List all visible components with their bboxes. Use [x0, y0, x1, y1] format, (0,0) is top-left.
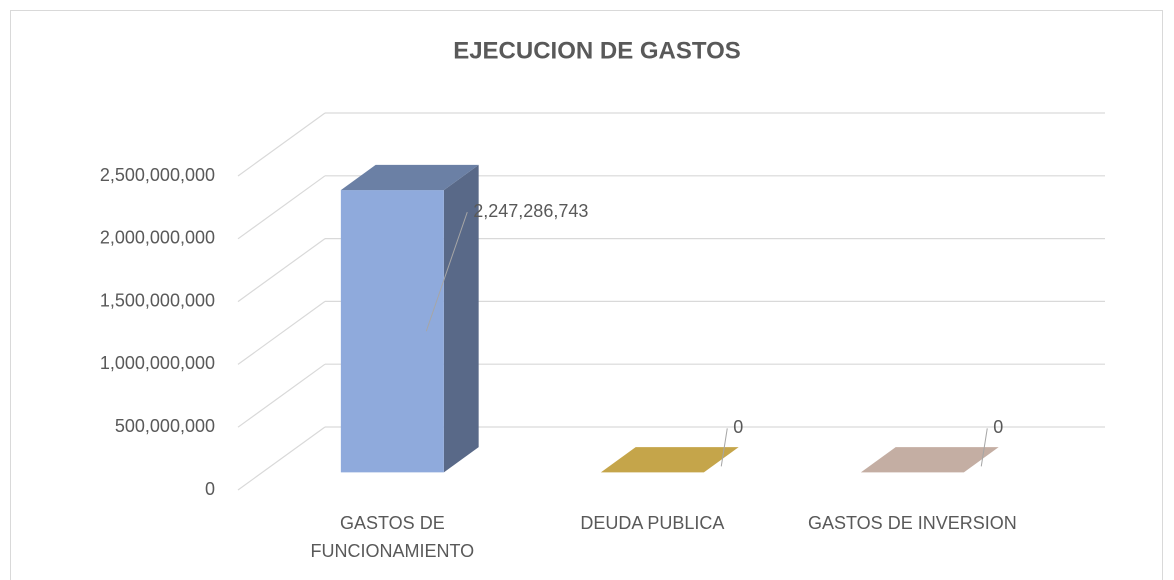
bar — [340, 190, 444, 473]
grid-line — [237, 426, 326, 491]
y-tick-label: 1,000,000,000 — [100, 353, 215, 373]
bar-top — [600, 447, 739, 473]
y-tick-label: 2,000,000,000 — [100, 228, 215, 248]
x-tick-label: DEUDA PUBLICA — [580, 513, 724, 533]
x-tick-label: GASTOS DE INVERSION — [808, 513, 1017, 533]
y-tick-label: 0 — [205, 479, 215, 499]
bar-side — [443, 164, 479, 473]
y-tick-label: 2,500,000,000 — [100, 165, 215, 185]
value-label: 0 — [993, 417, 1003, 437]
chart-frame — [10, 10, 1163, 580]
chart-title: EJECUCION DE GASTOS — [453, 37, 741, 64]
grid-line — [237, 175, 326, 240]
leader-line — [980, 428, 988, 467]
bar-top — [340, 164, 479, 191]
grid-line — [237, 300, 326, 365]
value-label: 2,247,286,743 — [473, 201, 588, 221]
value-label: 0 — [733, 417, 743, 437]
bar-top — [860, 447, 999, 473]
y-tick-label: 1,500,000,000 — [100, 290, 215, 310]
leader-line — [425, 211, 468, 332]
grid-line — [237, 112, 326, 177]
x-tick-label: GASTOS DE FUNCIONAMIENTO — [311, 513, 475, 561]
leader-line — [720, 428, 728, 467]
grid-line — [237, 238, 326, 303]
y-tick-label: 500,000,000 — [115, 416, 215, 436]
grid-line — [237, 363, 326, 428]
